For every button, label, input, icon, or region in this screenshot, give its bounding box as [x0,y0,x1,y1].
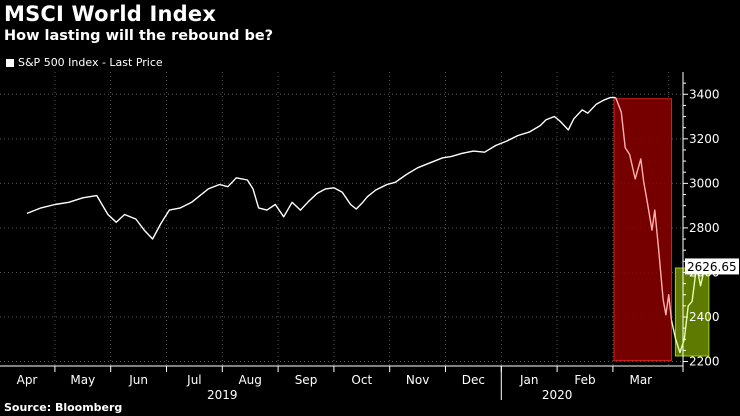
x-tick-label: Aug [238,373,261,387]
y-tick-label: 2800 [689,221,720,235]
x-tick-label: Jan [519,373,539,387]
series-line-2 [615,97,673,321]
year-label: 2020 [542,388,573,402]
y-tick-label: 3200 [689,132,720,146]
selloff-highlight-box [613,98,672,361]
x-tick-label: Nov [406,373,429,387]
x-tick-label: Mar [629,373,652,387]
grid-layer [0,72,683,366]
series-line-layer [26,96,706,354]
y-tick-label: 3000 [689,176,720,190]
y-tick-label: 2400 [689,310,720,324]
legend: S&P 500 Index - Last Price [6,56,163,69]
last-value-badge [685,258,739,275]
y-tick-label: 3400 [689,87,720,101]
last-value-label: 2626.65 [687,260,737,274]
x-tick-label: Jun [128,373,148,387]
x-tick-label: Jul [186,373,201,387]
x-tick-label: Oct [351,373,372,387]
source-note: Source: Bloomberg [4,401,123,414]
x-tick-label: Dec [462,373,485,387]
legend-swatch [6,58,14,67]
y-tick-label: 2200 [689,355,720,369]
series-line-3 [670,265,706,354]
chart-title: MSCI World Index [4,2,217,26]
legend-label: S&P 500 Index - Last Price [18,56,163,69]
chart-subtitle: How lasting will the rebound be? [4,28,274,44]
year-label: 2019 [207,388,238,402]
axis-layer [0,72,688,400]
series-line-1 [26,96,616,240]
x-tick-label: May [70,373,95,387]
x-tick-label: Sep [295,373,318,387]
x-tick-label: Feb [574,373,595,387]
x-tick-label: Apr [17,373,38,387]
label-layer: 2200240026002800300032003400AprMayJunJul… [17,87,739,402]
